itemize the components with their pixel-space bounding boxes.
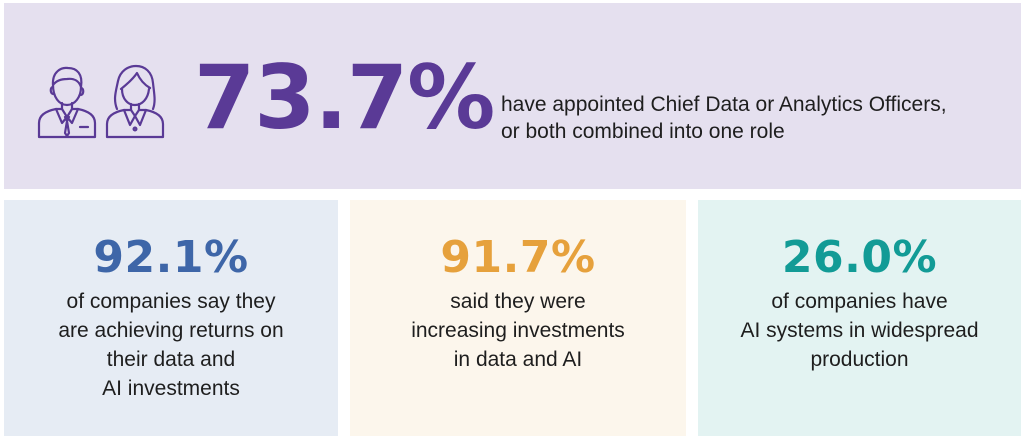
businesswoman-icon bbox=[105, 64, 165, 139]
stat-description-line: AI investments bbox=[102, 377, 240, 400]
headline-description-line: have appointed Chief Data or Analytics O… bbox=[501, 93, 947, 116]
stat-description-line: AI systems in widespread bbox=[740, 319, 979, 342]
stat-description: of companies have AI systems in widespre… bbox=[708, 287, 1011, 374]
stat-description-line: said they were bbox=[450, 290, 586, 313]
headline-description: have appointed Chief Data or Analytics O… bbox=[501, 91, 1021, 145]
headline-banner: 73.7% have appointed Chief Data or Analy… bbox=[4, 3, 1021, 189]
stat-description-line: are achieving returns on bbox=[58, 319, 284, 342]
stat-description-line: of companies have bbox=[771, 290, 948, 313]
stat-description: of companies say they are achieving retu… bbox=[14, 287, 328, 403]
headline-description-line: or both combined into one role bbox=[501, 120, 785, 143]
stat-value: 92.1% bbox=[93, 232, 249, 283]
stat-value: 26.0% bbox=[781, 232, 938, 283]
stat-description: said they were increasing investments in… bbox=[360, 287, 676, 374]
stat-description-line: in data and AI bbox=[453, 348, 583, 371]
stat-description-line: of companies say they bbox=[66, 290, 276, 313]
headline-percentage: 73.7% bbox=[194, 46, 495, 149]
businessman-icon bbox=[37, 66, 97, 139]
stat-description-line: increasing investments bbox=[411, 319, 625, 342]
stat-description-line: production bbox=[810, 348, 909, 371]
stat-card-returns: 92.1% of companies say they are achievin… bbox=[4, 200, 338, 436]
stat-card-production: 26.0% of companies have AI systems in wi… bbox=[698, 200, 1021, 436]
stat-card-investments: 91.7% said they were increasing investme… bbox=[350, 200, 686, 436]
stat-value: 91.7% bbox=[440, 232, 596, 283]
stat-description-line: their data and bbox=[106, 348, 236, 371]
